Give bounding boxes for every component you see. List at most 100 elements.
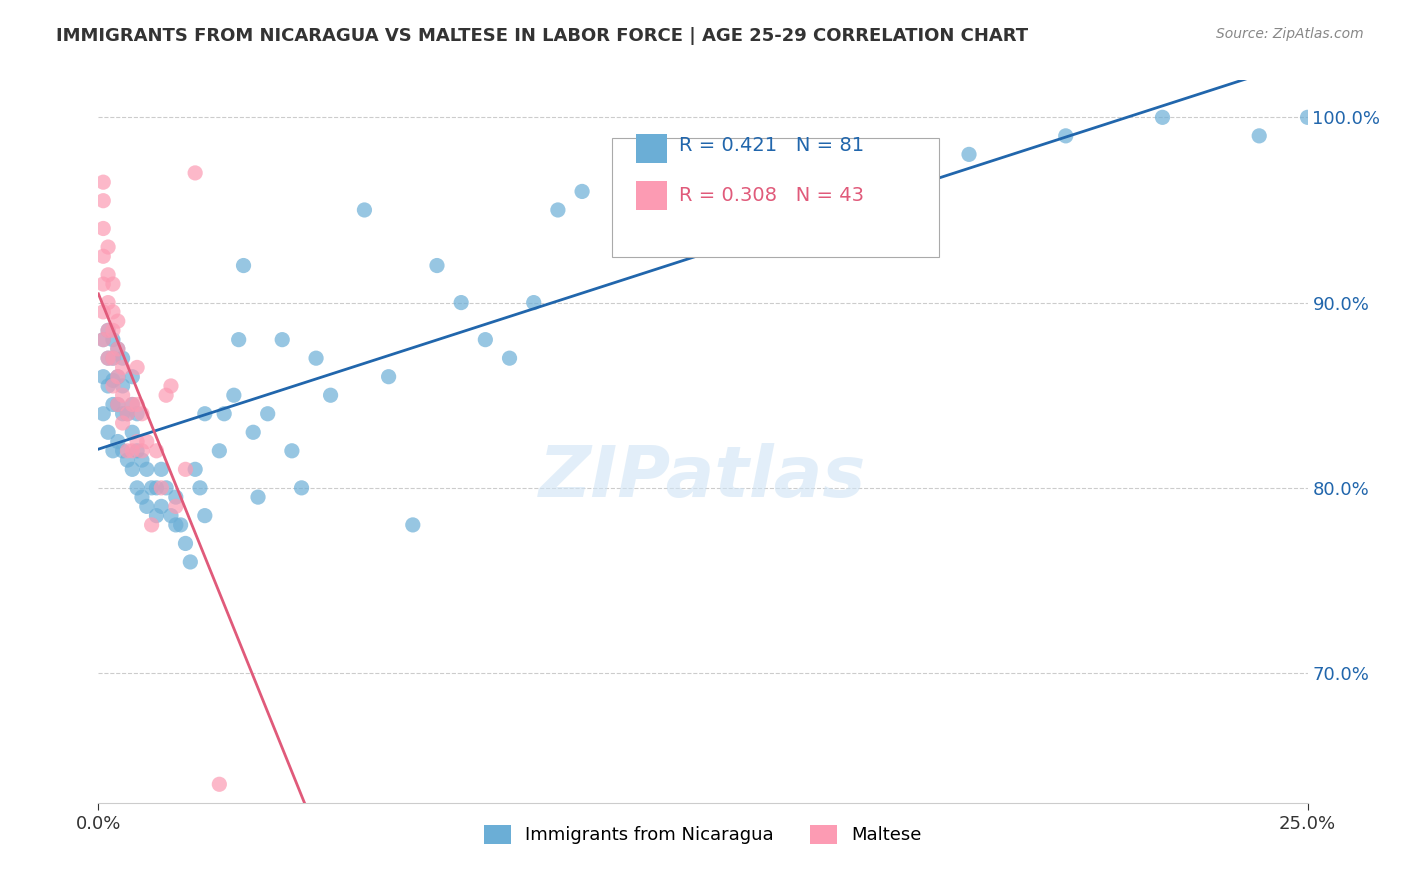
Point [107,397,129,411]
Point [97,425,120,440]
Point [1152,111,1174,125]
Point [91,221,114,235]
Point [97,268,120,282]
Point [91,305,114,319]
Point [281,443,304,458]
Point [194,508,217,523]
Point [184,462,207,476]
Point [107,342,129,356]
Point [242,425,264,440]
Point [668,166,690,180]
Point [1249,128,1271,143]
Point [571,185,593,199]
Point [117,407,139,421]
Point [101,351,124,366]
Point [145,481,167,495]
Point [97,240,120,254]
Point [450,295,472,310]
Point [97,379,120,393]
Point [228,333,250,347]
Point [91,194,114,208]
Point [91,249,114,263]
Point [426,259,449,273]
Point [160,379,183,393]
Point [111,360,134,375]
Point [121,369,143,384]
Point [107,342,129,356]
Point [131,453,153,467]
Point [765,147,787,161]
Point [305,351,328,366]
Point [498,351,520,366]
Point [121,443,143,458]
Point [91,277,114,291]
Point [101,373,124,387]
Point [256,407,278,421]
Point [188,481,211,495]
Point [101,277,124,291]
Point [91,407,114,421]
Point [97,295,120,310]
Point [97,351,120,366]
FancyBboxPatch shape [637,181,666,211]
Point [101,323,124,337]
Point [179,555,201,569]
Point [547,202,569,217]
Point [319,388,342,402]
Point [474,333,496,347]
Point [101,397,124,411]
Point [165,500,187,514]
Point [107,397,129,411]
Point [135,434,157,449]
Point [107,434,129,449]
Point [117,453,139,467]
Point [165,517,187,532]
Point [402,517,425,532]
Point [353,202,375,217]
Point [141,517,163,532]
Point [1054,128,1077,143]
Point [222,388,245,402]
Point [860,166,883,180]
Point [127,407,149,421]
Point [131,407,153,421]
FancyBboxPatch shape [637,135,666,163]
FancyBboxPatch shape [613,138,939,257]
Point [127,443,149,458]
Point [107,369,129,384]
Point [117,443,139,458]
Point [107,314,129,328]
Point [194,407,217,421]
Point [150,462,173,476]
Point [160,508,183,523]
Point [174,536,197,550]
Point [212,407,235,421]
Point [101,333,124,347]
Point [155,388,177,402]
Point [131,443,153,458]
Point [117,407,139,421]
Point [155,481,177,495]
Point [121,425,143,440]
Point [208,443,231,458]
Point [184,166,207,180]
Text: ZIPatlas: ZIPatlas [540,443,866,512]
Text: IMMIGRANTS FROM NICARAGUA VS MALTESE IN LABOR FORCE | AGE 25-29 CORRELATION CHAR: IMMIGRANTS FROM NICARAGUA VS MALTESE IN … [56,27,1028,45]
Point [377,369,399,384]
Text: R = 0.308   N = 43: R = 0.308 N = 43 [679,186,863,205]
Point [523,295,546,310]
Point [208,777,231,791]
Point [247,490,270,504]
Point [91,369,114,384]
Point [619,185,641,199]
Point [101,379,124,393]
Point [127,481,149,495]
Point [91,333,114,347]
Point [135,462,157,476]
Point [145,443,167,458]
Point [290,481,312,495]
Point [127,397,149,411]
Point [150,500,173,514]
Point [111,407,134,421]
Point [174,462,197,476]
